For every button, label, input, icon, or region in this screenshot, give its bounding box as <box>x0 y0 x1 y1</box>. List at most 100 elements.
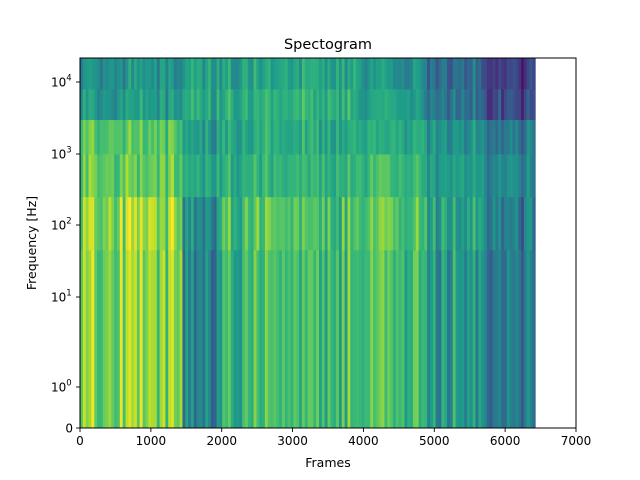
heatmap-cell <box>478 58 482 90</box>
heatmap-cell <box>347 119 351 155</box>
heatmap-cell <box>80 249 84 428</box>
heatmap-cell <box>111 154 115 198</box>
heatmap-cell <box>293 196 297 251</box>
heatmap-cell <box>506 249 511 428</box>
heatmap-cell <box>119 154 124 198</box>
heatmap-cell <box>515 88 519 121</box>
heatmap-cell <box>338 196 343 251</box>
heatmap-cell <box>444 58 448 90</box>
heatmap-cell <box>284 249 289 428</box>
heatmap-cell <box>82 196 87 251</box>
heatmap-cell <box>94 58 98 90</box>
heatmap-cell <box>427 249 431 428</box>
heatmap-cell <box>390 88 394 121</box>
heatmap-cell <box>225 249 229 428</box>
heatmap-cell <box>532 58 536 90</box>
heatmap-cell <box>441 119 445 155</box>
heatmap-cell <box>236 119 240 155</box>
heatmap-cell <box>344 249 348 428</box>
heatmap-cell <box>444 119 448 155</box>
chart-title: Spectogram <box>284 37 372 53</box>
heatmap-cell <box>353 88 357 121</box>
heatmap-cell <box>188 88 192 121</box>
heatmap-cell <box>94 154 98 198</box>
heatmap-cell <box>410 249 414 428</box>
heatmap-cell <box>290 88 294 121</box>
heatmap-cell <box>304 249 309 428</box>
heatmap-cell <box>492 88 496 121</box>
heatmap-cell <box>168 154 172 198</box>
heatmap-cell <box>250 196 254 251</box>
heatmap-cell <box>370 88 374 121</box>
heatmap-cell <box>162 196 166 251</box>
heatmap-cell <box>486 119 491 155</box>
heatmap-cell <box>532 154 536 198</box>
heatmap-cell <box>347 88 351 121</box>
heatmap-cell <box>427 88 431 121</box>
heatmap-cell <box>373 119 377 155</box>
heatmap-cell <box>222 196 226 251</box>
heatmap-cell <box>418 154 422 198</box>
heatmap-cell <box>94 196 98 251</box>
heatmap-cell <box>495 119 499 155</box>
heatmap-cell <box>225 196 229 251</box>
heatmap-cell <box>373 249 377 428</box>
heatmap-cell <box>116 88 121 121</box>
heatmap-cell <box>424 196 428 251</box>
heatmap-cell <box>190 58 195 90</box>
heatmap-cell <box>82 154 87 198</box>
heatmap-cell <box>236 249 240 428</box>
x-axis-label: Frames <box>305 455 350 470</box>
heatmap-cell <box>324 119 328 155</box>
heatmap-cell <box>264 58 269 90</box>
heatmap-cell <box>512 58 516 90</box>
heatmap-cell <box>250 88 254 121</box>
heatmap-cell <box>202 88 206 121</box>
heatmap-cell <box>367 119 371 155</box>
heatmap-cell <box>401 249 405 428</box>
heatmap-cell <box>509 154 513 198</box>
heatmap-cell <box>168 119 172 155</box>
heatmap-cell <box>327 249 331 428</box>
heatmap-cell <box>114 88 118 121</box>
heatmap-cell <box>148 249 152 428</box>
heatmap-cell <box>165 196 169 251</box>
heatmap-cell <box>153 196 158 251</box>
heatmap-cell <box>361 196 365 251</box>
heatmap-cell <box>128 154 132 198</box>
heatmap-cell <box>449 58 454 90</box>
heatmap-cell <box>262 249 266 428</box>
heatmap-cell <box>128 58 132 90</box>
heatmap-cell <box>293 58 297 90</box>
heatmap-cell <box>242 154 246 198</box>
heatmap-cell <box>151 58 155 90</box>
heatmap-cell <box>230 119 235 155</box>
heatmap-cell <box>466 249 471 428</box>
heatmap-cell <box>230 58 235 90</box>
heatmap-cell <box>168 196 172 251</box>
heatmap-cell <box>102 119 107 155</box>
heatmap-cell <box>173 196 178 251</box>
x-axis: 0 1000 2000 3000 4000 5000 6000 7000 <box>76 428 591 448</box>
heatmap-cell <box>245 58 249 90</box>
heatmap-cell <box>415 249 419 428</box>
heatmap-cell <box>307 154 311 198</box>
heatmap-cell <box>361 88 365 121</box>
heatmap-cell <box>375 154 380 198</box>
heatmap-cell <box>116 249 121 428</box>
heatmap-cell <box>412 88 417 121</box>
heatmap-cell <box>156 119 161 155</box>
heatmap-cell <box>142 58 146 90</box>
heatmap-cell <box>131 88 135 121</box>
heatmap-cell <box>307 88 311 121</box>
heatmap-cell <box>284 196 289 251</box>
heatmap-cell <box>427 196 431 251</box>
heatmap-cell <box>481 196 485 251</box>
x-tick-label: 4000 <box>348 434 379 448</box>
heatmap-cell <box>410 119 414 155</box>
heatmap-cell <box>105 58 109 90</box>
heatmap-cell <box>233 119 237 155</box>
heatmap-cell <box>421 88 425 121</box>
x-tick-label: 3000 <box>277 434 308 448</box>
heatmap-cell <box>532 119 536 155</box>
